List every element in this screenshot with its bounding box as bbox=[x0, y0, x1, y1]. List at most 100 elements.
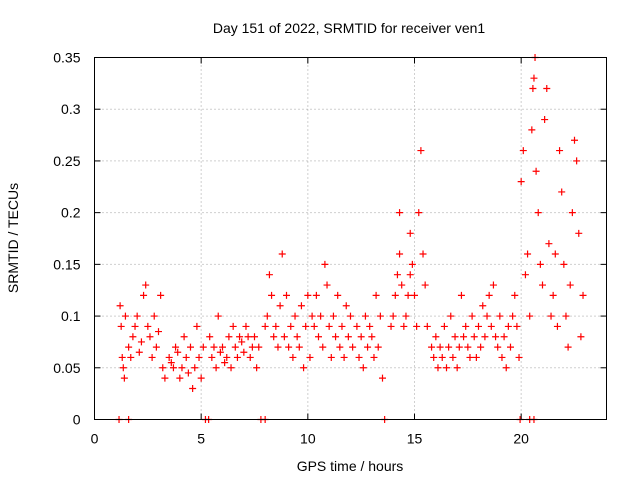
plot-frame bbox=[94, 57, 607, 420]
data-point bbox=[236, 333, 244, 341]
data-point bbox=[579, 291, 587, 299]
data-point bbox=[195, 353, 203, 361]
data-point bbox=[571, 136, 578, 144]
data-point bbox=[210, 343, 218, 351]
data-point bbox=[466, 353, 474, 361]
data-point bbox=[566, 281, 574, 289]
data-point bbox=[208, 353, 216, 361]
data-point bbox=[242, 322, 250, 330]
data-point bbox=[532, 167, 540, 175]
data-point bbox=[472, 353, 480, 361]
data-point bbox=[423, 322, 431, 330]
data-point bbox=[558, 188, 566, 196]
data-point bbox=[513, 322, 521, 330]
data-point bbox=[251, 333, 258, 341]
data-point bbox=[244, 333, 252, 341]
data-point bbox=[530, 74, 538, 82]
data-point bbox=[468, 312, 476, 320]
data-point bbox=[172, 343, 180, 351]
data-point bbox=[216, 348, 224, 356]
data-point bbox=[117, 322, 125, 330]
data-point bbox=[319, 343, 327, 351]
data-point bbox=[119, 364, 127, 372]
data-point bbox=[438, 353, 446, 361]
y-axis-title: SRMTID / TECUs bbox=[5, 183, 21, 293]
data-point bbox=[142, 281, 150, 289]
data-point bbox=[187, 343, 194, 351]
data-point bbox=[197, 374, 205, 382]
data-point bbox=[176, 374, 184, 382]
data-point bbox=[323, 281, 331, 289]
data-point bbox=[406, 271, 414, 279]
data-point bbox=[165, 353, 173, 361]
data-point bbox=[408, 260, 416, 268]
data-point bbox=[528, 126, 536, 134]
data-point bbox=[157, 291, 165, 299]
data-point bbox=[524, 250, 532, 258]
data-point bbox=[118, 353, 126, 361]
data-point bbox=[302, 322, 310, 330]
data-point bbox=[193, 322, 201, 330]
data-point bbox=[475, 322, 482, 330]
data-point bbox=[519, 147, 527, 155]
data-point bbox=[485, 291, 493, 299]
data-point bbox=[573, 157, 581, 165]
x-tick-label: 20 bbox=[513, 431, 529, 447]
data-point bbox=[357, 333, 365, 341]
data-point bbox=[349, 343, 357, 351]
data-point bbox=[255, 343, 263, 351]
data-point bbox=[536, 260, 544, 268]
data-point bbox=[445, 343, 453, 351]
data-point bbox=[398, 281, 406, 289]
data-point bbox=[479, 302, 487, 310]
y-axis: 0 0.05 0.1 0.15 0.2 0.25 0.3 0.35 bbox=[53, 50, 607, 428]
data-point bbox=[396, 250, 404, 258]
data-point bbox=[560, 260, 568, 268]
data-point bbox=[189, 384, 197, 392]
data-point bbox=[507, 343, 514, 351]
data-point bbox=[150, 312, 158, 320]
data-point bbox=[304, 291, 312, 299]
x-tick-label: 15 bbox=[407, 431, 423, 447]
data-point bbox=[387, 322, 395, 330]
data-point bbox=[413, 322, 421, 330]
data-point bbox=[511, 291, 519, 299]
x-tick-label: 10 bbox=[300, 431, 316, 447]
data-point bbox=[539, 281, 546, 289]
data-point bbox=[312, 291, 320, 299]
data-point bbox=[297, 302, 305, 310]
data-point bbox=[432, 333, 440, 341]
data-point bbox=[391, 291, 399, 299]
data-point bbox=[317, 312, 325, 320]
data-point bbox=[140, 291, 148, 299]
data-point bbox=[174, 348, 182, 356]
data-point bbox=[502, 364, 510, 372]
data-point bbox=[562, 312, 570, 320]
data-point bbox=[364, 343, 372, 351]
data-point bbox=[295, 343, 303, 351]
data-point bbox=[340, 353, 348, 361]
data-point bbox=[504, 322, 512, 330]
data-point bbox=[541, 116, 549, 124]
data-point bbox=[393, 271, 401, 279]
data-point bbox=[263, 312, 271, 320]
data-point bbox=[206, 333, 214, 341]
data-point bbox=[404, 291, 412, 299]
data-point bbox=[167, 359, 175, 367]
data-point bbox=[276, 302, 284, 310]
data-point bbox=[460, 333, 468, 341]
y-tick-label: 0 bbox=[73, 412, 81, 428]
data-point bbox=[223, 353, 231, 361]
data-point bbox=[534, 209, 542, 217]
data-point bbox=[306, 353, 314, 361]
data-point bbox=[494, 343, 502, 351]
data-point bbox=[443, 364, 450, 372]
data-point bbox=[547, 312, 555, 320]
data-point bbox=[344, 333, 352, 341]
data-point bbox=[457, 291, 465, 299]
data-point bbox=[353, 322, 361, 330]
data-point bbox=[246, 353, 254, 361]
data-point bbox=[270, 333, 278, 341]
data-point bbox=[368, 333, 376, 341]
